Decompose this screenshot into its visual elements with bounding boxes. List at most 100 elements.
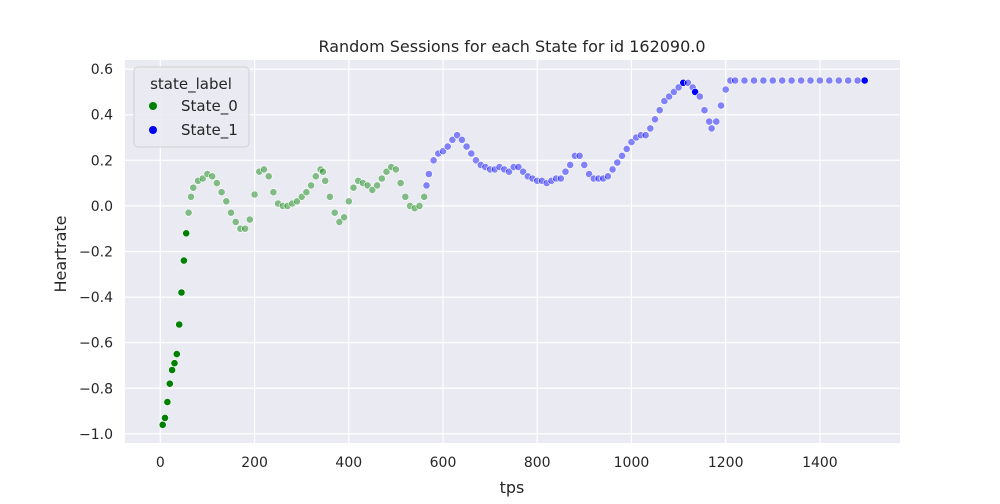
data-point-state-1 (514, 163, 523, 171)
data-point-state-0 (318, 167, 327, 176)
data-point-state-0 (415, 201, 424, 210)
data-point-state-0 (335, 217, 344, 226)
data-point-state-0 (358, 179, 367, 187)
data-point-state-1 (651, 115, 659, 124)
x-tick-label: 200 (241, 455, 268, 471)
data-point-state-0 (293, 197, 301, 206)
data-point-state-0 (387, 163, 396, 171)
data-point-state-0 (368, 185, 377, 194)
data-point-state-1 (637, 131, 645, 140)
data-point-state-1 (608, 165, 617, 174)
data-point-state-0 (302, 188, 311, 197)
y-tick-label: −0.2 (79, 245, 113, 261)
data-point-state-0 (410, 204, 419, 213)
data-point-state-1 (467, 149, 476, 158)
data-point-state-1 (453, 131, 461, 140)
legend-label-state-0: State_0 (181, 97, 238, 116)
data-point-state-1 (787, 76, 796, 85)
data-point-state-1 (707, 124, 716, 133)
data-point-state-1 (684, 78, 692, 87)
data-point-state-1 (448, 135, 457, 144)
y-tick-label: 0.4 (91, 108, 113, 124)
data-point-state-0 (172, 350, 181, 358)
y-tick-label: 0.0 (91, 199, 113, 215)
data-point-state-1 (561, 167, 570, 176)
data-point-state-0 (161, 413, 169, 422)
grid-lines (125, 60, 900, 443)
data-point-state-0 (177, 288, 186, 297)
data-point-state-0 (250, 190, 259, 199)
data-point-state-1 (495, 163, 504, 171)
data-point-state-1 (604, 172, 612, 181)
data-point-state-0 (278, 201, 287, 210)
data-point-state-1 (566, 160, 575, 169)
data-point-state-0 (316, 165, 325, 174)
data-point-state-0 (269, 188, 278, 197)
data-point-state-0 (198, 174, 207, 183)
y-tick-label: −0.6 (79, 336, 113, 352)
chart-title: Random Sessions for each State for id 16… (318, 37, 705, 56)
data-point-state-1 (712, 117, 721, 126)
legend-marker-state-0 (149, 102, 157, 110)
data-point-state-1 (853, 76, 862, 85)
data-point-state-1 (500, 165, 509, 174)
data-point-state-1 (443, 142, 452, 151)
data-point-state-1 (717, 101, 725, 110)
data-point-state-1 (424, 170, 433, 178)
y-axis-label: Heartrate (51, 215, 70, 292)
data-point-state-1 (585, 170, 593, 178)
data-point-state-0 (420, 192, 429, 201)
y-tick-label: −1.0 (79, 427, 113, 443)
data-point-state-0 (401, 192, 410, 201)
data-point-state-1 (542, 179, 551, 187)
data-point-state-0 (321, 176, 330, 185)
data-point-state-0 (187, 192, 195, 201)
data-point-state-1 (632, 133, 641, 142)
data-point-state-1 (618, 151, 626, 160)
data-point-state-0 (236, 224, 245, 233)
data-point-state-1 (486, 165, 494, 174)
data-point-state-0 (170, 359, 179, 368)
data-point-state-0 (274, 199, 282, 208)
data-point-state-1 (646, 124, 655, 133)
data-point-state-1 (505, 167, 513, 176)
y-tick-label: −0.8 (79, 381, 113, 397)
data-point-state-0 (241, 224, 249, 233)
data-point-state-1 (472, 156, 480, 165)
data-point-state-0 (307, 181, 315, 190)
data-point-state-1 (556, 174, 565, 183)
data-point-state-1 (825, 76, 834, 85)
data-point-state-1 (740, 76, 749, 85)
data-point-state-1 (434, 149, 443, 158)
data-point-state-1 (462, 142, 471, 151)
data-point-state-1 (481, 163, 490, 171)
data-point-state-1 (778, 76, 787, 85)
x-tick-label: 1400 (802, 455, 838, 471)
data-point-state-0 (311, 172, 320, 181)
data-point-state-0 (349, 183, 358, 192)
data-points (158, 76, 869, 429)
data-point-state-1 (490, 165, 499, 174)
data-point-state-1 (533, 176, 542, 185)
data-point-state-1 (700, 106, 709, 115)
data-point-state-1 (571, 151, 579, 160)
data-point-state-1 (538, 176, 546, 185)
data-point-state-0 (158, 420, 167, 429)
data-point-state-0 (179, 256, 188, 265)
data-point-state-0 (168, 366, 176, 374)
data-point-state-1 (523, 172, 532, 181)
data-point-state-1 (691, 88, 699, 96)
data-point-state-0 (231, 217, 240, 226)
data-point-state-1 (580, 160, 589, 169)
data-point-state-1 (679, 78, 688, 87)
data-point-state-0 (194, 176, 202, 185)
data-point-state-1 (627, 138, 636, 146)
data-point-state-0 (227, 208, 235, 217)
y-tick-label: 0.6 (91, 62, 113, 78)
data-point-state-0 (373, 181, 381, 190)
x-tick-label: 1000 (614, 455, 650, 471)
data-point-state-0 (182, 229, 191, 238)
data-point-state-1 (860, 76, 869, 85)
data-point-state-0 (217, 188, 226, 197)
